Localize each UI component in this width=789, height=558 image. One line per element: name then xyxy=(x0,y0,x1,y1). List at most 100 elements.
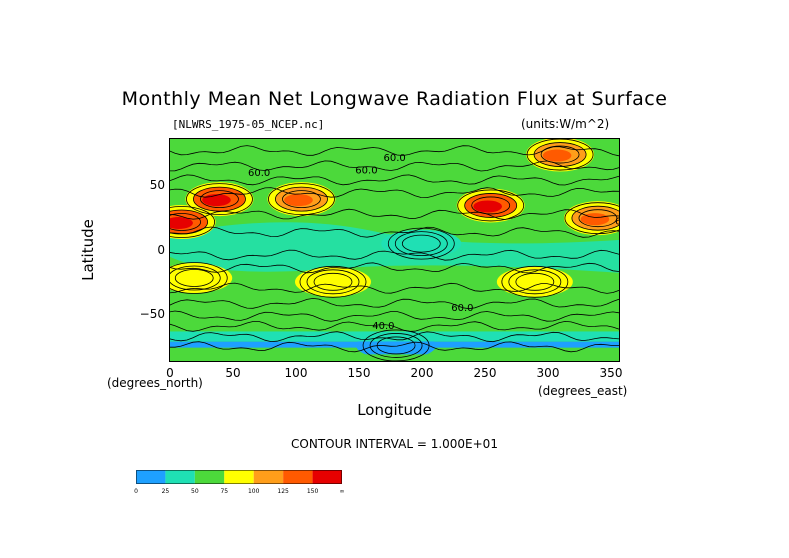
contour-line xyxy=(169,262,620,274)
colorbar-tick-label: 75 xyxy=(220,488,229,495)
colorbar-segment xyxy=(194,470,225,484)
contour-ring xyxy=(169,262,228,294)
plot-frame xyxy=(169,138,620,362)
x-tick-label: 0 xyxy=(166,366,174,380)
colorbar-segment xyxy=(224,470,254,484)
colorbar-tick-label: 125 xyxy=(277,488,289,495)
contour-ring xyxy=(501,265,569,298)
colorbar-segment xyxy=(165,470,195,484)
contour-line xyxy=(169,208,620,220)
contour-label: 60.0 xyxy=(384,153,406,164)
colorbar-segment xyxy=(312,470,342,484)
colorbar-tick-label: 100 xyxy=(247,488,260,495)
file-label: [NLWRS_1975-05_NCEP.nc] xyxy=(172,118,325,131)
contour-ring xyxy=(526,138,594,171)
x-tick-label: 100 xyxy=(284,366,308,380)
contour-ring xyxy=(533,142,587,167)
contour-ring xyxy=(193,186,246,212)
contour-ring xyxy=(169,206,216,238)
y-tick-label: −50 xyxy=(139,307,165,321)
contour-ring xyxy=(515,272,555,291)
contour-ring xyxy=(387,227,455,260)
contour-label: 60.0 xyxy=(248,168,270,179)
contour-ring xyxy=(169,265,221,291)
colorbar-segment xyxy=(136,470,166,484)
contour-ring xyxy=(362,329,430,362)
chart-title: Monthly Mean Net Longwave Radiation Flux… xyxy=(121,88,668,110)
contour-ring xyxy=(174,269,214,287)
x-unit-label: (degrees_east) xyxy=(538,384,628,398)
contour-ring xyxy=(282,190,321,208)
contour-ring xyxy=(564,202,620,235)
contour-interval-text: CONTOUR INTERVAL = 1.000E+01 xyxy=(291,437,498,451)
contour-line xyxy=(169,297,620,310)
contour-ring xyxy=(268,183,335,215)
colorbar-tick-label: 0 xyxy=(134,488,138,495)
x-tick-label: 50 xyxy=(225,366,241,380)
feature-band xyxy=(169,354,620,362)
contour-line xyxy=(169,226,620,238)
contour-line xyxy=(169,320,620,332)
contour-label-layer: 60.060.060.060.060.060.060.040.0 xyxy=(248,153,620,332)
x-tick-label: 250 xyxy=(473,366,497,380)
colorbar-tick-label: ∞ xyxy=(339,488,345,495)
contour-ring xyxy=(457,189,525,222)
feature-band xyxy=(169,341,620,348)
y-tick-label: 0 xyxy=(157,243,165,257)
colorbar xyxy=(136,470,342,484)
feature-core xyxy=(202,194,231,207)
y-tick-label: 50 xyxy=(149,178,165,192)
contour-line xyxy=(169,331,620,343)
heatmap-plot-area: 60.060.060.060.060.060.060.040.0 xyxy=(169,138,620,362)
x-tick-label: 300 xyxy=(536,366,560,380)
contour-line xyxy=(169,310,620,322)
contour-layer xyxy=(169,138,620,362)
units-label: (units:W/m^2) xyxy=(521,117,610,131)
colorbar-frame xyxy=(136,470,342,484)
feature-core xyxy=(169,217,193,229)
feature-core xyxy=(542,149,572,162)
contour-line xyxy=(169,341,620,353)
colorbar-tick-label: 150 xyxy=(306,488,319,495)
x-axis-label: Longitude xyxy=(357,401,432,419)
contour-line xyxy=(169,174,620,186)
contour-ring xyxy=(401,234,441,253)
contour-label: 60.0 xyxy=(615,217,620,228)
contour-ring xyxy=(376,336,416,355)
contour-ring xyxy=(464,193,518,218)
contour-ring xyxy=(369,333,423,358)
y-unit-label: (degrees_north) xyxy=(107,376,203,390)
feature-core xyxy=(473,200,502,213)
x-tick-label: 350 xyxy=(599,366,623,380)
feature-region xyxy=(169,268,225,288)
contour-ring xyxy=(275,186,328,212)
feature-region xyxy=(381,229,462,258)
contour-line xyxy=(169,160,620,172)
y-axis-label: Latitude xyxy=(79,219,97,281)
contour-ring xyxy=(578,209,618,228)
contour-ring xyxy=(571,205,620,231)
contour-ring xyxy=(186,183,253,215)
contour-ring xyxy=(540,145,580,164)
colorbar-tick-label: 25 xyxy=(161,488,170,495)
contour-line xyxy=(169,282,620,294)
contour-ring xyxy=(306,269,360,295)
contour-ring xyxy=(169,209,209,235)
contour-ring xyxy=(313,272,353,291)
feature-core xyxy=(284,194,313,207)
contour-ring xyxy=(394,231,448,257)
colorbar-tick-label: 50 xyxy=(191,488,199,495)
contour-ring xyxy=(299,265,367,298)
x-tick-label: 200 xyxy=(410,366,434,380)
x-tick-label: 150 xyxy=(347,366,371,380)
colorbar-segment xyxy=(253,470,284,484)
colorbar-segment xyxy=(283,470,313,484)
contour-label: 60.0 xyxy=(451,303,473,314)
feature-band xyxy=(169,331,620,342)
contour-ring xyxy=(471,196,511,215)
contour-line xyxy=(169,187,620,199)
contour-ring xyxy=(169,213,202,231)
contour-label: 60.0 xyxy=(355,166,377,177)
contour-ring xyxy=(200,190,239,208)
contour-ring xyxy=(508,269,562,295)
